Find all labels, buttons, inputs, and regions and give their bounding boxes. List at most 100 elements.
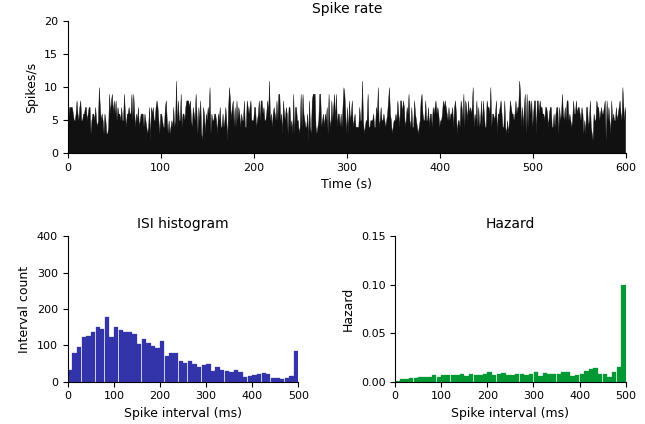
Bar: [275, 378, 280, 382]
Bar: [119, 330, 123, 382]
Bar: [261, 373, 266, 382]
Bar: [174, 353, 178, 382]
Bar: [95, 327, 100, 382]
Bar: [529, 374, 533, 382]
Bar: [280, 379, 284, 382]
Bar: [151, 346, 155, 382]
Bar: [293, 351, 298, 382]
Bar: [413, 378, 418, 382]
Bar: [128, 332, 132, 382]
Bar: [206, 364, 210, 382]
Bar: [114, 327, 118, 382]
Bar: [524, 375, 529, 382]
Bar: [455, 375, 459, 382]
Bar: [492, 375, 497, 382]
Bar: [538, 376, 542, 382]
Bar: [86, 336, 91, 382]
Y-axis label: Hazard: Hazard: [342, 287, 355, 331]
Bar: [552, 374, 557, 382]
Bar: [289, 376, 293, 382]
Bar: [100, 329, 104, 382]
Bar: [164, 356, 169, 382]
Bar: [252, 375, 257, 382]
Title: Hazard: Hazard: [486, 217, 535, 231]
Bar: [132, 334, 137, 382]
X-axis label: Time (s): Time (s): [321, 179, 372, 192]
Bar: [478, 374, 482, 382]
Bar: [451, 375, 455, 382]
Bar: [543, 373, 547, 382]
Bar: [284, 378, 289, 382]
Bar: [220, 370, 224, 382]
Bar: [146, 343, 150, 382]
Bar: [575, 375, 579, 382]
Bar: [243, 377, 248, 382]
Bar: [239, 372, 243, 382]
Bar: [409, 378, 413, 382]
X-axis label: Spike interval (ms): Spike interval (ms): [451, 407, 570, 420]
Bar: [473, 374, 478, 382]
Title: ISI histogram: ISI histogram: [137, 217, 229, 231]
Bar: [229, 372, 233, 382]
Bar: [404, 379, 409, 382]
Title: Spike rate: Spike rate: [312, 2, 382, 16]
Bar: [179, 361, 183, 382]
Bar: [142, 340, 146, 382]
Bar: [437, 377, 441, 382]
Bar: [557, 374, 561, 382]
Bar: [483, 374, 487, 382]
Bar: [446, 375, 450, 382]
Bar: [589, 369, 593, 382]
Bar: [395, 381, 400, 382]
Bar: [432, 375, 437, 382]
Bar: [271, 378, 275, 382]
Bar: [110, 337, 114, 382]
Bar: [68, 370, 72, 382]
Bar: [183, 363, 188, 382]
Bar: [160, 341, 164, 382]
Bar: [77, 347, 81, 382]
Bar: [469, 374, 473, 382]
Bar: [617, 367, 621, 382]
Bar: [418, 377, 422, 382]
Bar: [400, 379, 404, 382]
Bar: [188, 361, 192, 382]
Bar: [612, 372, 617, 382]
Bar: [234, 370, 238, 382]
Bar: [497, 374, 501, 382]
Bar: [72, 353, 77, 382]
Bar: [515, 374, 519, 382]
Bar: [584, 371, 589, 382]
Bar: [506, 375, 510, 382]
Bar: [201, 365, 206, 382]
Bar: [224, 371, 229, 382]
Bar: [257, 374, 261, 382]
Bar: [501, 373, 506, 382]
Bar: [155, 348, 160, 382]
Bar: [169, 353, 174, 382]
Bar: [137, 344, 141, 382]
Bar: [510, 375, 515, 382]
Bar: [621, 285, 626, 382]
Y-axis label: Spikes/s: Spikes/s: [25, 61, 38, 113]
Bar: [423, 377, 427, 382]
Bar: [123, 332, 128, 382]
Bar: [566, 372, 570, 382]
Bar: [593, 368, 598, 382]
Bar: [91, 332, 95, 382]
Bar: [520, 374, 524, 382]
Bar: [608, 377, 611, 382]
X-axis label: Spike interval (ms): Spike interval (ms): [124, 407, 242, 420]
Bar: [488, 372, 492, 382]
Bar: [266, 374, 270, 382]
Bar: [464, 376, 469, 382]
Y-axis label: Interval count: Interval count: [18, 265, 32, 352]
Bar: [428, 377, 432, 382]
Bar: [192, 364, 197, 382]
Bar: [248, 376, 252, 382]
Bar: [197, 367, 201, 382]
Bar: [82, 337, 86, 382]
Bar: [533, 373, 538, 382]
Bar: [602, 374, 607, 382]
Bar: [211, 371, 215, 382]
